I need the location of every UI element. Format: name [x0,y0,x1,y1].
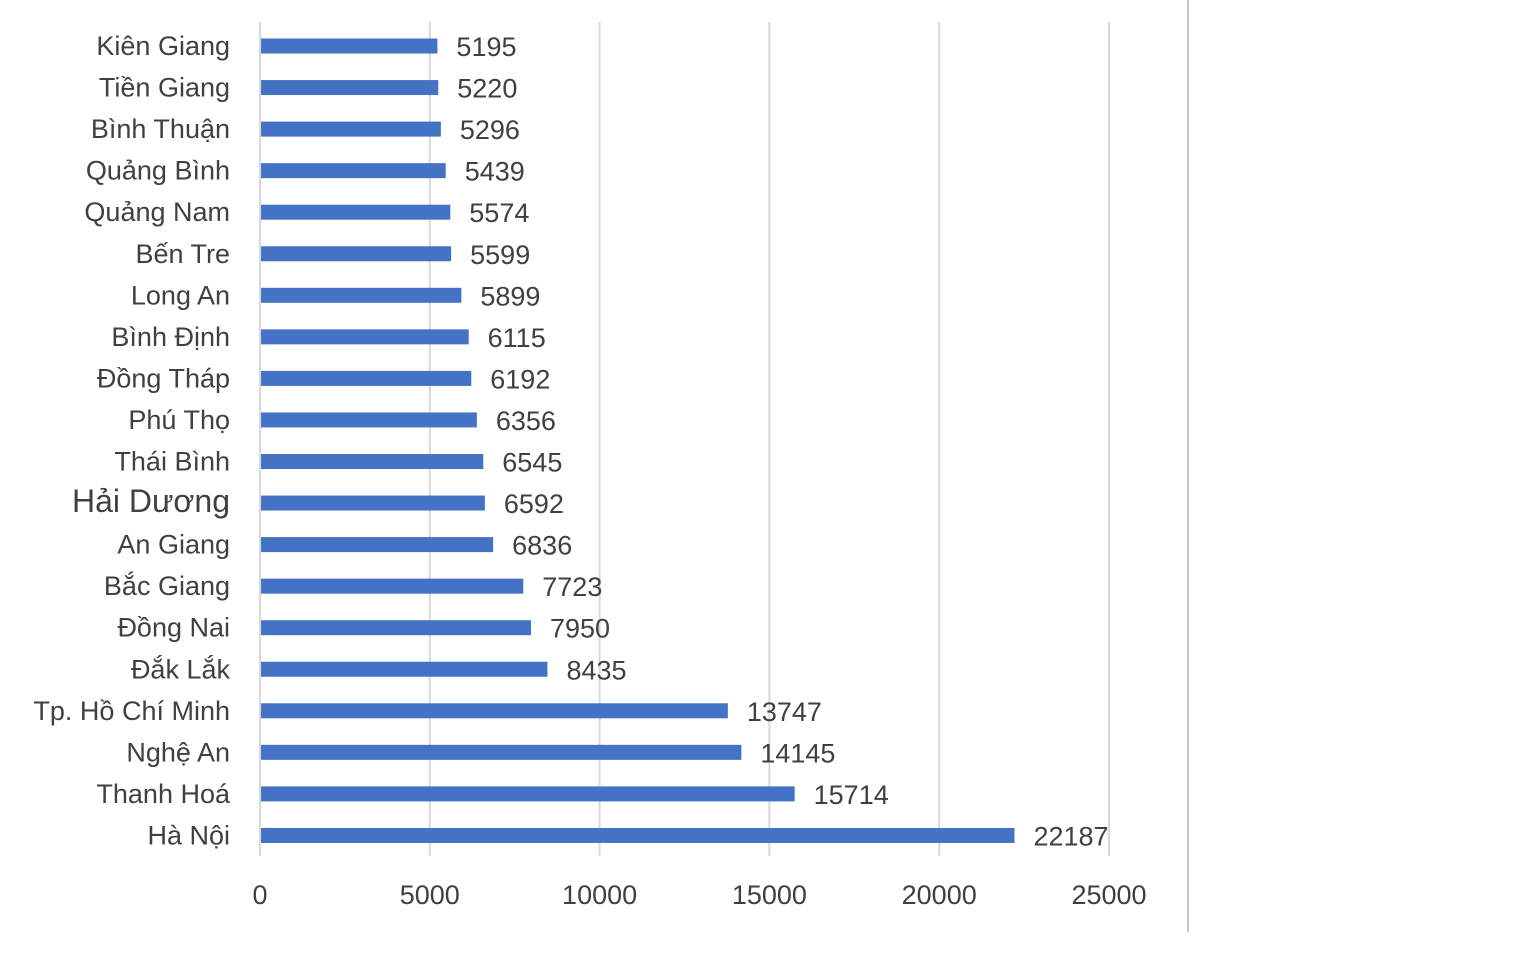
bar [261,412,477,428]
bar [261,827,1015,843]
bar [261,537,494,553]
category-label: Tiền Giang [99,73,230,103]
bar [261,121,441,137]
category-label: Đồng Nai [117,613,230,643]
category-label: Long An [131,280,230,310]
data-label: 5195 [456,32,516,62]
x-tick-label: 20000 [902,880,977,910]
bar [261,204,451,220]
category-label: Tp. Hồ Chí Minh [33,696,230,726]
x-tick-label: 15000 [732,880,807,910]
category-label: Kiên Giang [96,31,230,61]
bar [261,786,795,802]
x-tick-label: 0 [252,880,267,910]
category-label: Hải Dương [72,483,230,519]
bar [261,661,548,677]
category-label: Bến Tre [135,239,230,269]
data-label: 6836 [512,531,572,561]
bar [261,163,446,179]
x-tick-label: 10000 [562,880,637,910]
gridlines [259,22,1110,856]
data-label: 6592 [504,489,564,519]
bar [261,329,469,345]
category-label: Thái Bình [114,447,230,477]
bars [261,38,1015,843]
bar [261,744,742,760]
category-label: Đắk Lắk [131,653,231,684]
data-label: 6192 [490,364,550,394]
category-labels: Kiên Giang Tiền Giang Bình Thuận Quảng Bình… [33,31,231,850]
category-label: Thanh Hoá [96,779,231,809]
data-label: 5220 [457,74,517,104]
category-label: Quảng Nam [84,197,230,227]
data-label: 7950 [550,614,610,644]
bar [261,620,531,636]
data-label: 6115 [488,323,546,353]
x-axis-tick-labels: 0 5000 10000 15000 20000 25000 [252,880,1146,910]
data-label: 5296 [460,115,520,145]
data-label: 14145 [760,738,835,768]
bar [261,370,472,386]
category-label: Đồng Tháp [97,363,230,393]
x-tick-label: 25000 [1071,880,1146,910]
data-label: 13747 [747,697,822,727]
data-label: 6356 [496,406,556,436]
category-label: Quảng Bình [86,156,230,186]
category-label: Bình Định [111,322,230,352]
bar [261,495,485,511]
data-label: 15714 [814,780,889,810]
data-label: 5599 [470,240,530,270]
bar [261,454,484,469]
bar [261,703,728,719]
category-label: Phú Thọ [128,405,230,435]
data-labels: 5195 5220 5296 5439 5574 5599 5899 6115 6192 6356… [456,32,1108,851]
x-tick-label: 5000 [400,880,460,910]
category-label: Bình Thuận [91,114,230,144]
category-label: An Giang [117,530,230,560]
data-label: 5574 [469,198,529,228]
data-label: 5439 [465,157,525,187]
data-label: 8435 [566,655,626,685]
data-label: 22187 [1033,821,1108,851]
data-label: 5899 [480,281,540,311]
bar [261,578,524,594]
bar [261,80,439,96]
bar [261,38,438,54]
data-label: 6545 [502,448,562,478]
category-label: Bắc Giang [104,570,230,601]
bar [261,246,452,262]
bar [261,287,462,303]
category-label: Nghệ An [126,737,230,767]
category-label: Hà Nội [147,820,230,850]
data-label: 7723 [542,572,602,602]
